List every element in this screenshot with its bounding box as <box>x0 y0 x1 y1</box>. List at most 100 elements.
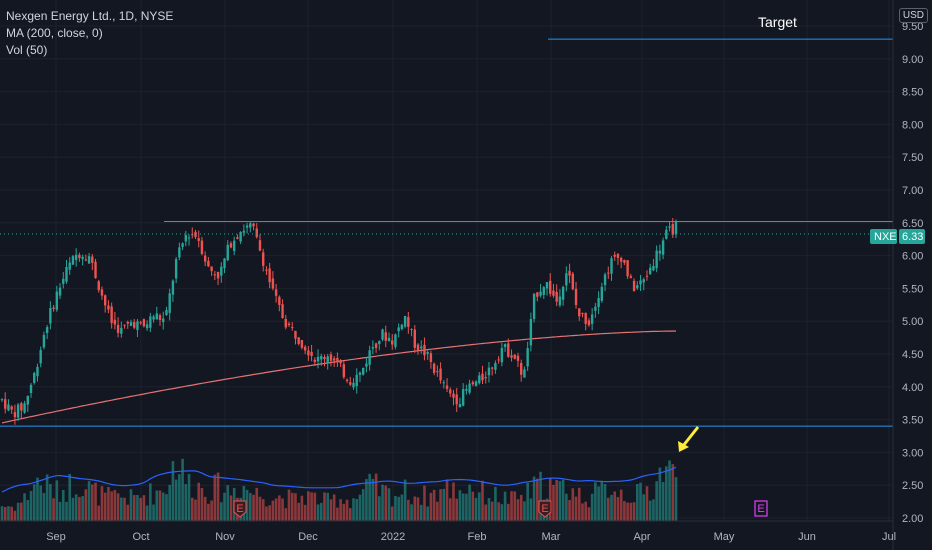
candle-body[interactable] <box>400 324 404 330</box>
currency-button[interactable]: USD <box>898 8 928 23</box>
candle-body[interactable] <box>613 254 616 257</box>
candle-body[interactable] <box>23 403 26 413</box>
candle-body[interactable] <box>523 369 526 378</box>
candle-body[interactable] <box>571 273 575 290</box>
candle-body[interactable] <box>245 225 249 228</box>
candle-body[interactable] <box>313 359 317 362</box>
candle-body[interactable] <box>81 256 84 260</box>
candle-body[interactable] <box>274 289 278 296</box>
candle-body[interactable] <box>510 355 513 358</box>
candle-body[interactable] <box>616 254 620 258</box>
candle-body[interactable] <box>636 285 639 289</box>
candle-body[interactable] <box>203 255 207 262</box>
candle-body[interactable] <box>107 305 110 310</box>
candle-body[interactable] <box>597 297 600 308</box>
candle-body[interactable] <box>358 372 362 375</box>
candle-body[interactable] <box>345 379 349 382</box>
candle-body[interactable] <box>174 259 178 279</box>
candle-body[interactable] <box>381 329 384 340</box>
candle-body[interactable] <box>291 327 294 329</box>
candle-body[interactable] <box>481 373 484 381</box>
candle-body[interactable] <box>632 280 636 292</box>
candle-body[interactable] <box>45 327 49 334</box>
candle-body[interactable] <box>336 357 339 363</box>
candle-body[interactable] <box>265 269 268 271</box>
candle-body[interactable] <box>168 293 171 313</box>
candle-body[interactable] <box>187 237 191 239</box>
candle-body[interactable] <box>490 367 494 369</box>
candle-body[interactable] <box>116 324 120 333</box>
candle-body[interactable] <box>590 314 594 324</box>
candle-body[interactable] <box>361 367 365 375</box>
candle-body[interactable] <box>629 276 633 278</box>
candle-body[interactable] <box>97 281 100 291</box>
candle-body[interactable] <box>626 260 629 277</box>
candle-body[interactable] <box>310 351 313 357</box>
price-axis[interactable]: 2.00 2.50 3.00 3.50 4.00 4.50 5.00 5.50 6.00 6.50… <box>892 0 923 550</box>
earnings-marker[interactable]: E <box>754 500 768 517</box>
candle-body[interactable] <box>136 321 139 330</box>
candle-body[interactable] <box>271 278 275 289</box>
candle-body[interactable] <box>449 389 452 394</box>
horizontal-lines[interactable] <box>0 38 893 427</box>
candle-body[interactable] <box>594 306 597 311</box>
legend-ma[interactable]: MA (200, close, 0) <box>6 26 103 40</box>
candle-body[interactable] <box>520 362 523 375</box>
candle-body[interactable] <box>587 320 591 326</box>
candle-body[interactable] <box>258 240 262 251</box>
candle-body[interactable] <box>232 240 236 251</box>
candle-body[interactable] <box>58 287 62 296</box>
candle-body[interactable] <box>565 273 568 286</box>
candle-body[interactable] <box>323 356 326 360</box>
candle-body[interactable] <box>642 279 645 283</box>
candle-body[interactable] <box>110 306 113 324</box>
candle-body[interactable] <box>207 260 210 267</box>
candle-body[interactable] <box>133 322 136 328</box>
candle-body[interactable] <box>149 316 152 328</box>
candle-body[interactable] <box>465 389 468 391</box>
candle-body[interactable] <box>239 232 242 242</box>
candle-body[interactable] <box>332 358 336 361</box>
candle-body[interactable] <box>91 256 94 263</box>
candle-body[interactable] <box>100 289 104 296</box>
candle-body[interactable] <box>665 229 668 239</box>
candle-body[interactable] <box>413 329 416 348</box>
candle-body[interactable] <box>387 337 391 342</box>
candle-body[interactable] <box>578 308 581 317</box>
candle-body[interactable] <box>197 238 200 241</box>
candle-body[interactable] <box>378 340 381 345</box>
candle-body[interactable] <box>26 396 29 405</box>
candle-body[interactable] <box>152 316 155 320</box>
candle-body[interactable] <box>262 252 265 266</box>
candle-body[interactable] <box>461 389 465 406</box>
candle-body[interactable] <box>352 382 355 388</box>
candle-body[interactable] <box>568 270 571 276</box>
earnings-marker[interactable]: E <box>538 500 552 518</box>
candle-body[interactable] <box>349 382 352 385</box>
candle-body[interactable] <box>252 223 255 227</box>
candle-body[interactable] <box>655 250 658 269</box>
candle-body[interactable] <box>539 291 542 296</box>
candle-body[interactable] <box>42 334 46 348</box>
candle-body[interactable] <box>649 267 652 275</box>
candle-body[interactable] <box>126 321 129 324</box>
candle-body[interactable] <box>36 366 39 377</box>
candle-body[interactable] <box>287 323 291 326</box>
candle-body[interactable] <box>49 307 52 324</box>
candle-body[interactable] <box>397 327 400 332</box>
candle-body[interactable] <box>123 324 126 326</box>
candle-body[interactable] <box>71 256 75 265</box>
candle-body[interactable] <box>610 258 613 274</box>
candle-body[interactable] <box>120 327 123 334</box>
candle-body[interactable] <box>652 265 655 271</box>
candle-body[interactable] <box>94 261 97 279</box>
candle-body[interactable] <box>10 406 13 410</box>
candle-body[interactable] <box>581 313 584 315</box>
candle-body[interactable] <box>129 322 133 326</box>
candle-body[interactable] <box>645 275 649 277</box>
candle-body[interactable] <box>384 332 387 341</box>
candle-body[interactable] <box>674 221 678 235</box>
candle-body[interactable] <box>65 267 68 282</box>
candle-body[interactable] <box>468 383 471 393</box>
candle-body[interactable] <box>236 237 239 239</box>
